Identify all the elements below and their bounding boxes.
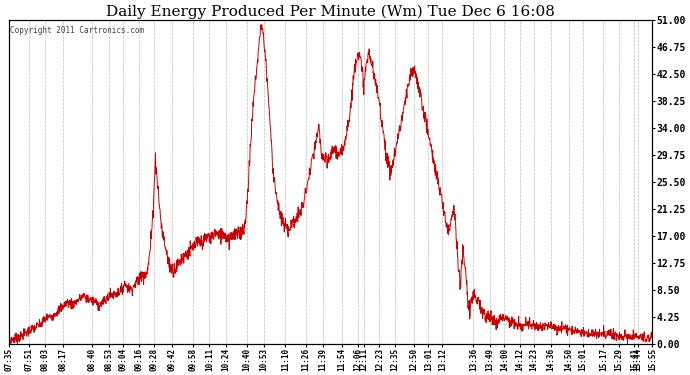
Title: Daily Energy Produced Per Minute (Wm) Tue Dec 6 16:08: Daily Energy Produced Per Minute (Wm) Tu… bbox=[106, 4, 555, 18]
Text: Copyright 2011 Cartronics.com: Copyright 2011 Cartronics.com bbox=[10, 26, 144, 35]
